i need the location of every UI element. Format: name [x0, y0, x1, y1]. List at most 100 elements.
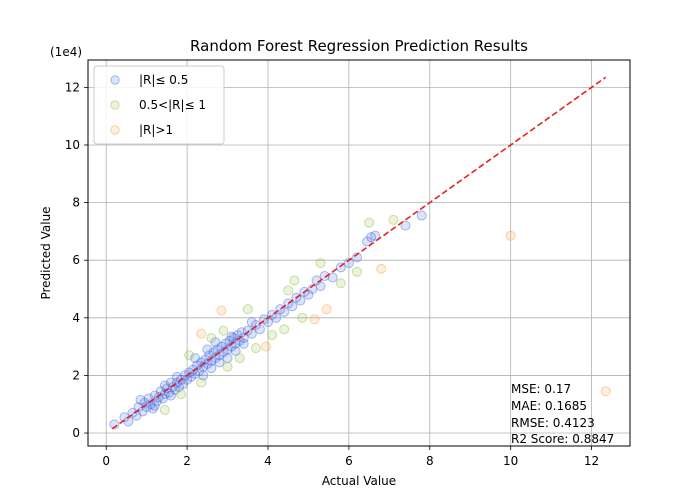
point-low-residual — [295, 295, 306, 306]
point-low-residual — [165, 390, 176, 401]
y-tick-label: 10 — [65, 138, 80, 152]
point-low-residual — [246, 328, 257, 339]
legend-label-mid: 0.5<|R|≤ 1 — [139, 98, 206, 112]
point-high-residual — [600, 386, 611, 397]
reference-line — [111, 76, 607, 430]
legend-marker-mid — [110, 100, 120, 110]
point-mid-residual — [267, 330, 278, 341]
point-mid-residual — [218, 325, 229, 336]
point-low-residual — [178, 379, 189, 390]
point-low-residual — [315, 281, 326, 292]
point-low-residual — [198, 370, 209, 381]
x-tick-label: 6 — [345, 454, 353, 468]
point-low-residual — [210, 337, 221, 348]
point-mid-residual — [279, 324, 290, 335]
y-tick-label: 2 — [72, 368, 80, 382]
x-tick-label: 12 — [584, 454, 599, 468]
chart-title: Random Forest Regression Prediction Resu… — [190, 37, 528, 55]
point-low-residual — [214, 357, 225, 368]
point-low-residual — [169, 384, 180, 395]
point-low-residual — [188, 364, 199, 375]
point-low-residual — [226, 331, 237, 342]
x-tick-label: 4 — [264, 454, 272, 468]
point-low-residual — [159, 380, 170, 391]
point-mid-residual — [283, 285, 294, 296]
y-tick-label: 12 — [65, 80, 80, 94]
point-low-residual — [174, 381, 185, 392]
point-low-residual — [319, 271, 330, 282]
point-high-residual — [309, 314, 320, 325]
point-low-residual — [238, 338, 249, 349]
point-low-residual — [303, 289, 314, 300]
point-high-residual — [216, 305, 227, 316]
plot-frame — [87, 59, 631, 447]
point-low-residual — [135, 394, 146, 405]
point-mid-residual — [315, 258, 326, 269]
point-mid-residual — [176, 389, 187, 400]
metric-mse: MSE: 0.17 — [511, 382, 571, 396]
point-mid-residual — [196, 377, 207, 388]
metric-rmse: RMSE: 0.4123 — [511, 416, 595, 430]
metric-mae: MAE: 0.1685 — [511, 399, 587, 413]
grid — [88, 60, 630, 446]
point-mid-residual — [234, 353, 245, 364]
point-mid-residual — [222, 361, 233, 372]
x-axis-ticks: 0 2 4 6 8 10 12 — [102, 446, 599, 468]
point-low-residual — [400, 220, 411, 231]
x-tick-label: 8 — [426, 454, 434, 468]
point-low-residual — [190, 353, 201, 364]
y-tick-label: 4 — [72, 311, 80, 325]
point-low-residual — [171, 371, 182, 382]
point-mid-residual — [297, 312, 308, 323]
point-mid-residual — [206, 332, 217, 343]
point-mid-residual — [351, 266, 362, 277]
point-mid-residual — [250, 343, 261, 354]
data-points — [109, 210, 611, 430]
y-tick-label: 6 — [72, 253, 80, 267]
point-low-residual — [123, 416, 134, 427]
point-mid-residual — [184, 350, 195, 361]
point-mid-residual — [388, 214, 399, 225]
legend-label-high: |R|>1 — [139, 123, 173, 137]
point-low-residual — [147, 403, 158, 414]
y-tick-label: 8 — [72, 196, 80, 210]
point-low-residual — [362, 236, 373, 247]
y-tick-label: 0 — [72, 426, 80, 440]
legend-label-low: |R|≤ 0.5 — [139, 73, 188, 87]
point-low-residual — [370, 230, 381, 241]
point-mid-residual — [242, 304, 253, 315]
point-low-residual — [230, 345, 241, 356]
point-low-residual — [327, 272, 338, 283]
x-tick-label: 0 — [102, 454, 110, 468]
y-offset-label: (1e4) — [50, 45, 82, 59]
y-axis-label: Predicted Value — [39, 206, 53, 299]
metric-r2: R2 Score: 0.8847 — [511, 432, 614, 446]
point-low-residual — [222, 353, 233, 364]
point-low-residual — [202, 344, 213, 355]
x-tick-label: 2 — [183, 454, 191, 468]
x-axis-label: Actual Value — [322, 474, 396, 488]
y-axis-ticks: 0 2 4 6 8 10 12 — [65, 80, 88, 440]
x-tick-label: 10 — [503, 454, 518, 468]
point-low-residual — [149, 400, 160, 411]
point-low-residual — [366, 232, 377, 243]
point-high-residual — [196, 328, 207, 339]
point-high-residual — [260, 341, 271, 352]
point-low-residual — [206, 363, 217, 374]
metrics-annotation: MSE: 0.17 MAE: 0.1685 RMSE: 0.4123 R2 Sc… — [511, 382, 614, 446]
point-high-residual — [376, 263, 387, 274]
point-low-residual — [246, 317, 257, 328]
point-mid-residual — [289, 275, 300, 286]
legend: |R|≤ 0.5 0.5<|R|≤ 1 |R|>1 — [93, 65, 225, 145]
point-low-residual — [180, 370, 191, 381]
point-low-residual — [287, 301, 298, 312]
point-high-residual — [505, 230, 516, 241]
legend-marker-high — [110, 125, 120, 135]
point-low-residual — [416, 210, 427, 221]
point-low-residual — [254, 324, 265, 335]
point-mid-residual — [159, 404, 170, 415]
point-low-residual — [157, 393, 168, 404]
point-low-residual — [271, 312, 282, 323]
